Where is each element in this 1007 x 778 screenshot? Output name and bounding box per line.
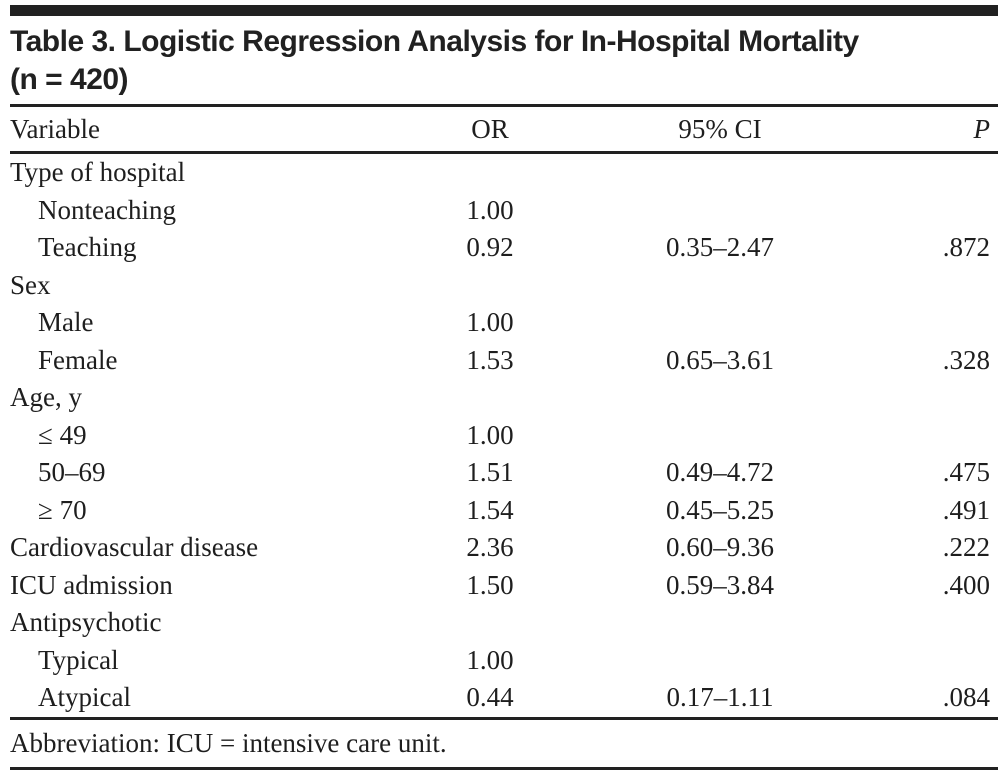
table-row: Teaching 0.92 0.35–2.47 .872 [10,229,998,267]
table-title-line2: (n = 420) [10,63,129,96]
cell-ci: 0.35–2.47 [666,232,774,263]
cell-variable: Cardiovascular disease [10,532,259,563]
table-row: Female 1.53 0.65–3.61 .328 [10,342,998,380]
column-header-p: P [973,113,991,144]
cell-or: 1.00 [466,307,514,338]
column-header-ci: 95% CI [678,113,762,144]
cell-p: .475 [942,457,990,488]
cell-variable: ICU admission [10,569,173,600]
table-row: ICU admission 1.50 0.59–3.84 .400 [10,567,998,605]
table-row: Sex [10,267,998,305]
cell-ci: 0.59–3.84 [666,569,774,600]
cell-variable: Male [38,307,94,338]
cell-or: 1.50 [466,569,514,600]
column-header-or: OR [471,113,509,144]
table-top-rule [10,5,998,16]
table-row: Type of hospital [10,154,998,192]
table-row: Age, y [10,379,998,417]
cell-ci: 0.65–3.61 [666,344,774,375]
cell-p: .084 [942,682,990,713]
table-header-row: Variable OR 95% CI P [10,104,998,154]
table-footnote: Abbreviation: ICU = intensive care unit. [10,727,447,758]
cell-variable: Atypical [38,682,131,713]
cell-variable: Age, y [10,382,82,413]
table-row: Male 1.00 [10,304,998,342]
table-row: Nonteaching 1.00 [10,192,998,230]
cell-or: 1.00 [466,644,514,675]
cell-p: .222 [942,532,990,563]
table-row: Antipsychotic [10,604,998,642]
cell-variable: Typical [38,644,119,675]
cell-variable: Teaching [38,232,137,263]
cell-or: 1.51 [466,457,514,488]
cell-variable: Female [38,344,118,375]
column-header-variable: Variable [10,113,100,144]
cell-variable: Sex [10,269,51,300]
table-row: ≤ 49 1.00 [10,417,998,455]
cell-or: 0.92 [466,232,514,263]
table-title: Table 3. Logistic Regression Analysis fo… [10,23,998,99]
cell-or: 2.36 [466,532,514,563]
table-footnote-row: Abbreviation: ICU = intensive care unit. [10,716,998,770]
cell-p: .400 [942,569,990,600]
cell-ci: 0.17–1.11 [666,682,774,713]
cell-or: 1.00 [466,194,514,225]
cell-ci: 0.45–5.25 [666,494,774,525]
cell-or: 1.54 [466,494,514,525]
cell-p: .872 [942,232,990,263]
cell-variable: ≤ 49 [38,419,87,450]
cell-ci: 0.60–9.36 [666,532,774,563]
cell-p: .328 [942,344,990,375]
table-row: Atypical 0.44 0.17–1.11 .084 [10,679,998,717]
table-row: Cardiovascular disease 2.36 0.60–9.36 .2… [10,529,998,567]
table-row: ≥ 70 1.54 0.45–5.25 .491 [10,492,998,530]
cell-or: 1.00 [466,419,514,450]
cell-variable: ≥ 70 [38,494,87,525]
table-title-line1: Table 3. Logistic Regression Analysis fo… [10,25,859,58]
cell-variable: Type of hospital [10,157,186,188]
cell-or: 1.53 [466,344,514,375]
cell-variable: 50–69 [38,457,106,488]
table-row: Typical 1.00 [10,642,998,680]
cell-or: 0.44 [466,682,514,713]
cell-variable: Nonteaching [38,194,176,225]
table-row: 50–69 1.51 0.49–4.72 .475 [10,454,998,492]
cell-p: .491 [942,494,990,525]
cell-variable: Antipsychotic [10,607,162,638]
table-body: Type of hospital Nonteaching 1.00 Teachi… [10,154,998,717]
cell-ci: 0.49–4.72 [666,457,774,488]
